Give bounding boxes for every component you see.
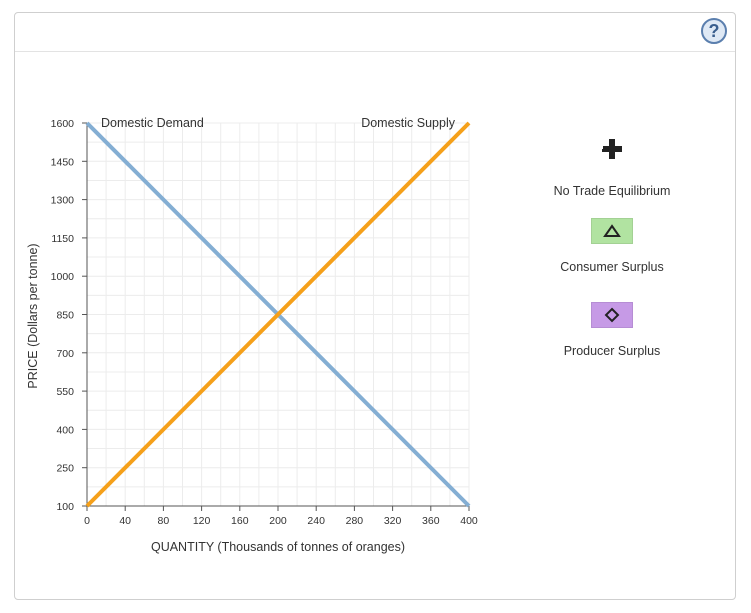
y-tick-label: 1150	[51, 233, 74, 245]
panel-header: ?	[15, 13, 735, 52]
y-axis-label: PRICE (Dollars per tonne)	[26, 243, 40, 388]
supply-curve[interactable]	[85, 121, 471, 508]
y-tick-label: 250	[56, 463, 74, 475]
x-tick-label: 280	[346, 515, 364, 527]
plus-marker-icon[interactable]	[600, 137, 624, 161]
y-tick-label: 850	[56, 310, 74, 322]
legend-consumer-surplus[interactable]: Consumer Surplus	[527, 218, 697, 274]
legend-producer-label: Producer Surplus	[563, 344, 661, 358]
x-tick-label: 360	[422, 515, 440, 527]
grid	[86, 122, 470, 507]
x-axis-label: QUANTITY (Thousands of tonnes of oranges…	[151, 540, 405, 554]
axes: 0 40 80 120 160 200 240 280 320 360 400 100 250 400 55…	[51, 118, 478, 527]
x-tick-label: 400	[460, 515, 478, 527]
x-tick-label: 80	[158, 515, 170, 527]
help-button[interactable]: ?	[701, 18, 727, 44]
y-tick-label: 100	[56, 501, 74, 513]
demand-curve-label: Domestic Demand	[101, 116, 204, 130]
supply-curve-label: Domestic Supply	[361, 116, 456, 130]
x-tick-label: 320	[384, 515, 402, 527]
diamond-icon	[604, 307, 620, 323]
y-tick-label: 400	[56, 424, 74, 436]
legend-consumer-label: Consumer Surplus	[560, 260, 664, 274]
legend-equilibrium-label: No Trade Equilibrium	[553, 184, 671, 198]
x-tick-label: 240	[307, 515, 325, 527]
y-tick-label: 700	[56, 348, 74, 360]
y-tick-label: 1000	[51, 271, 75, 283]
legend-producer-surplus[interactable]: Producer Surplus	[527, 302, 697, 358]
x-tick-label: 120	[193, 515, 211, 527]
triangle-icon	[603, 224, 621, 237]
y-tick-label: 1600	[51, 118, 75, 130]
x-tick-label: 200	[269, 515, 287, 527]
x-tick-label: 160	[231, 515, 249, 527]
series: Domestic Demand Domestic Supply	[85, 116, 471, 508]
y-tick-label: 550	[56, 386, 74, 398]
x-tick-label: 40	[119, 515, 131, 527]
y-tick-label: 1300	[51, 195, 75, 207]
producer-surplus-swatch[interactable]	[591, 302, 633, 328]
consumer-surplus-swatch[interactable]	[591, 218, 633, 244]
legend-equilibrium[interactable]: No Trade Equilibrium	[527, 137, 697, 198]
x-tick-label: 0	[84, 515, 90, 527]
y-tick-label: 1450	[51, 156, 75, 168]
